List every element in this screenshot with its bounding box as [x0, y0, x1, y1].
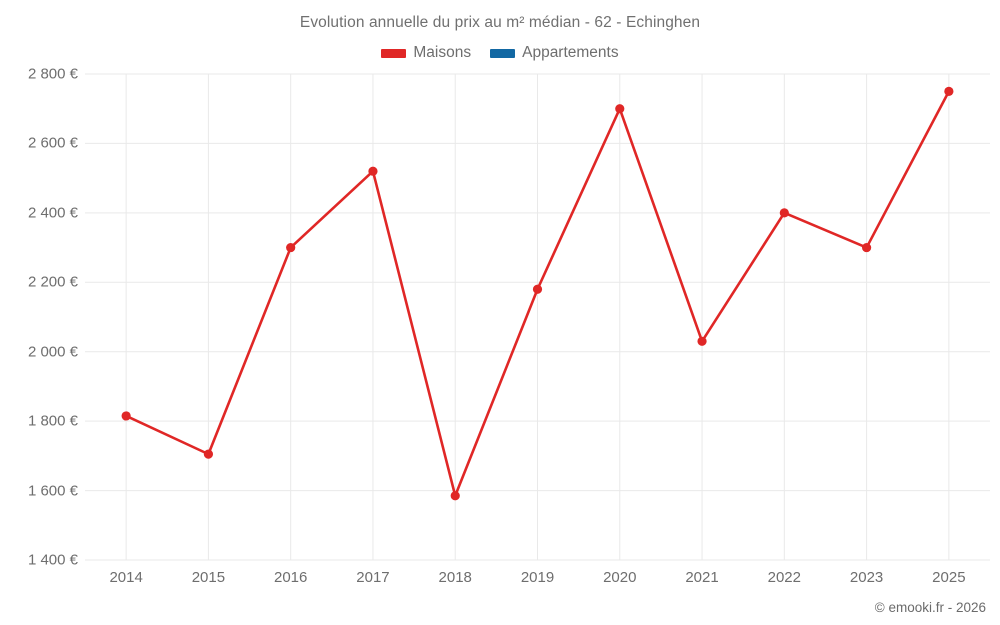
x-axis-tick-label: 2014	[109, 569, 143, 586]
data-point-maisons[interactable]	[861, 242, 872, 253]
data-point-maisons[interactable]	[368, 166, 378, 176]
data-point-maisons[interactable]	[121, 411, 131, 421]
chart-title: Evolution annuelle du prix au m² médian …	[299, 14, 701, 31]
y-axis-tick-label: 2 600 €	[27, 134, 78, 152]
x-axis-tick-label: 2020	[603, 569, 637, 586]
footer-credit: © emooki.fr - 2026	[874, 600, 986, 615]
legend-swatch-maisons-icon	[381, 48, 407, 58]
x-axis-tick-label: 2016	[273, 569, 308, 586]
y-axis-tick-label: 2 000 €	[27, 343, 78, 361]
data-point-maisons[interactable]	[944, 86, 954, 96]
data-point-maisons[interactable]	[615, 104, 625, 114]
data-point-maisons[interactable]	[203, 449, 214, 459]
data-point-maisons[interactable]	[286, 242, 296, 253]
legend-item-maisons[interactable]: Maisons	[381, 44, 471, 62]
x-axis-tick-label: 2021	[685, 569, 719, 586]
y-axis-tick-label: 2 400 €	[27, 204, 78, 222]
data-point-maisons[interactable]	[697, 336, 707, 346]
y-axis-tick-label: 2 800 €	[27, 65, 78, 83]
x-axis-tick-label: 2023	[849, 569, 884, 586]
x-axis-tick-label: 2019	[520, 569, 555, 586]
x-axis-tick-label: 2018	[438, 569, 472, 586]
data-point-maisons[interactable]	[450, 491, 460, 501]
data-point-maisons[interactable]	[779, 208, 789, 218]
legend-label-appartements: Appartements	[522, 44, 619, 61]
chart-legend: Maisons Appartements	[0, 44, 1000, 62]
x-axis-tick-label: 2015	[191, 569, 226, 586]
legend-label-maisons: Maisons	[413, 44, 472, 61]
data-point-maisons[interactable]	[532, 284, 543, 294]
y-axis-tick-label: 1 800 €	[27, 412, 78, 430]
legend-swatch-appartements-icon	[490, 48, 516, 58]
y-axis-tick-label: 2 200 €	[27, 273, 78, 291]
y-axis-tick-label: 1 400 €	[27, 551, 78, 569]
x-axis-tick-label: 2017	[356, 569, 390, 586]
y-axis-tick-label: 1 600 €	[27, 482, 78, 500]
x-axis-tick-label: 2022	[767, 569, 801, 586]
y-axis-tick-labels: 2 800 € 2 600 € 2 400 € 2 200 € 2 000 € 1 800…	[0, 0, 78, 625]
legend-item-appartements[interactable]: Appartements	[490, 44, 619, 62]
x-axis-tick-label: 2025	[932, 569, 966, 586]
